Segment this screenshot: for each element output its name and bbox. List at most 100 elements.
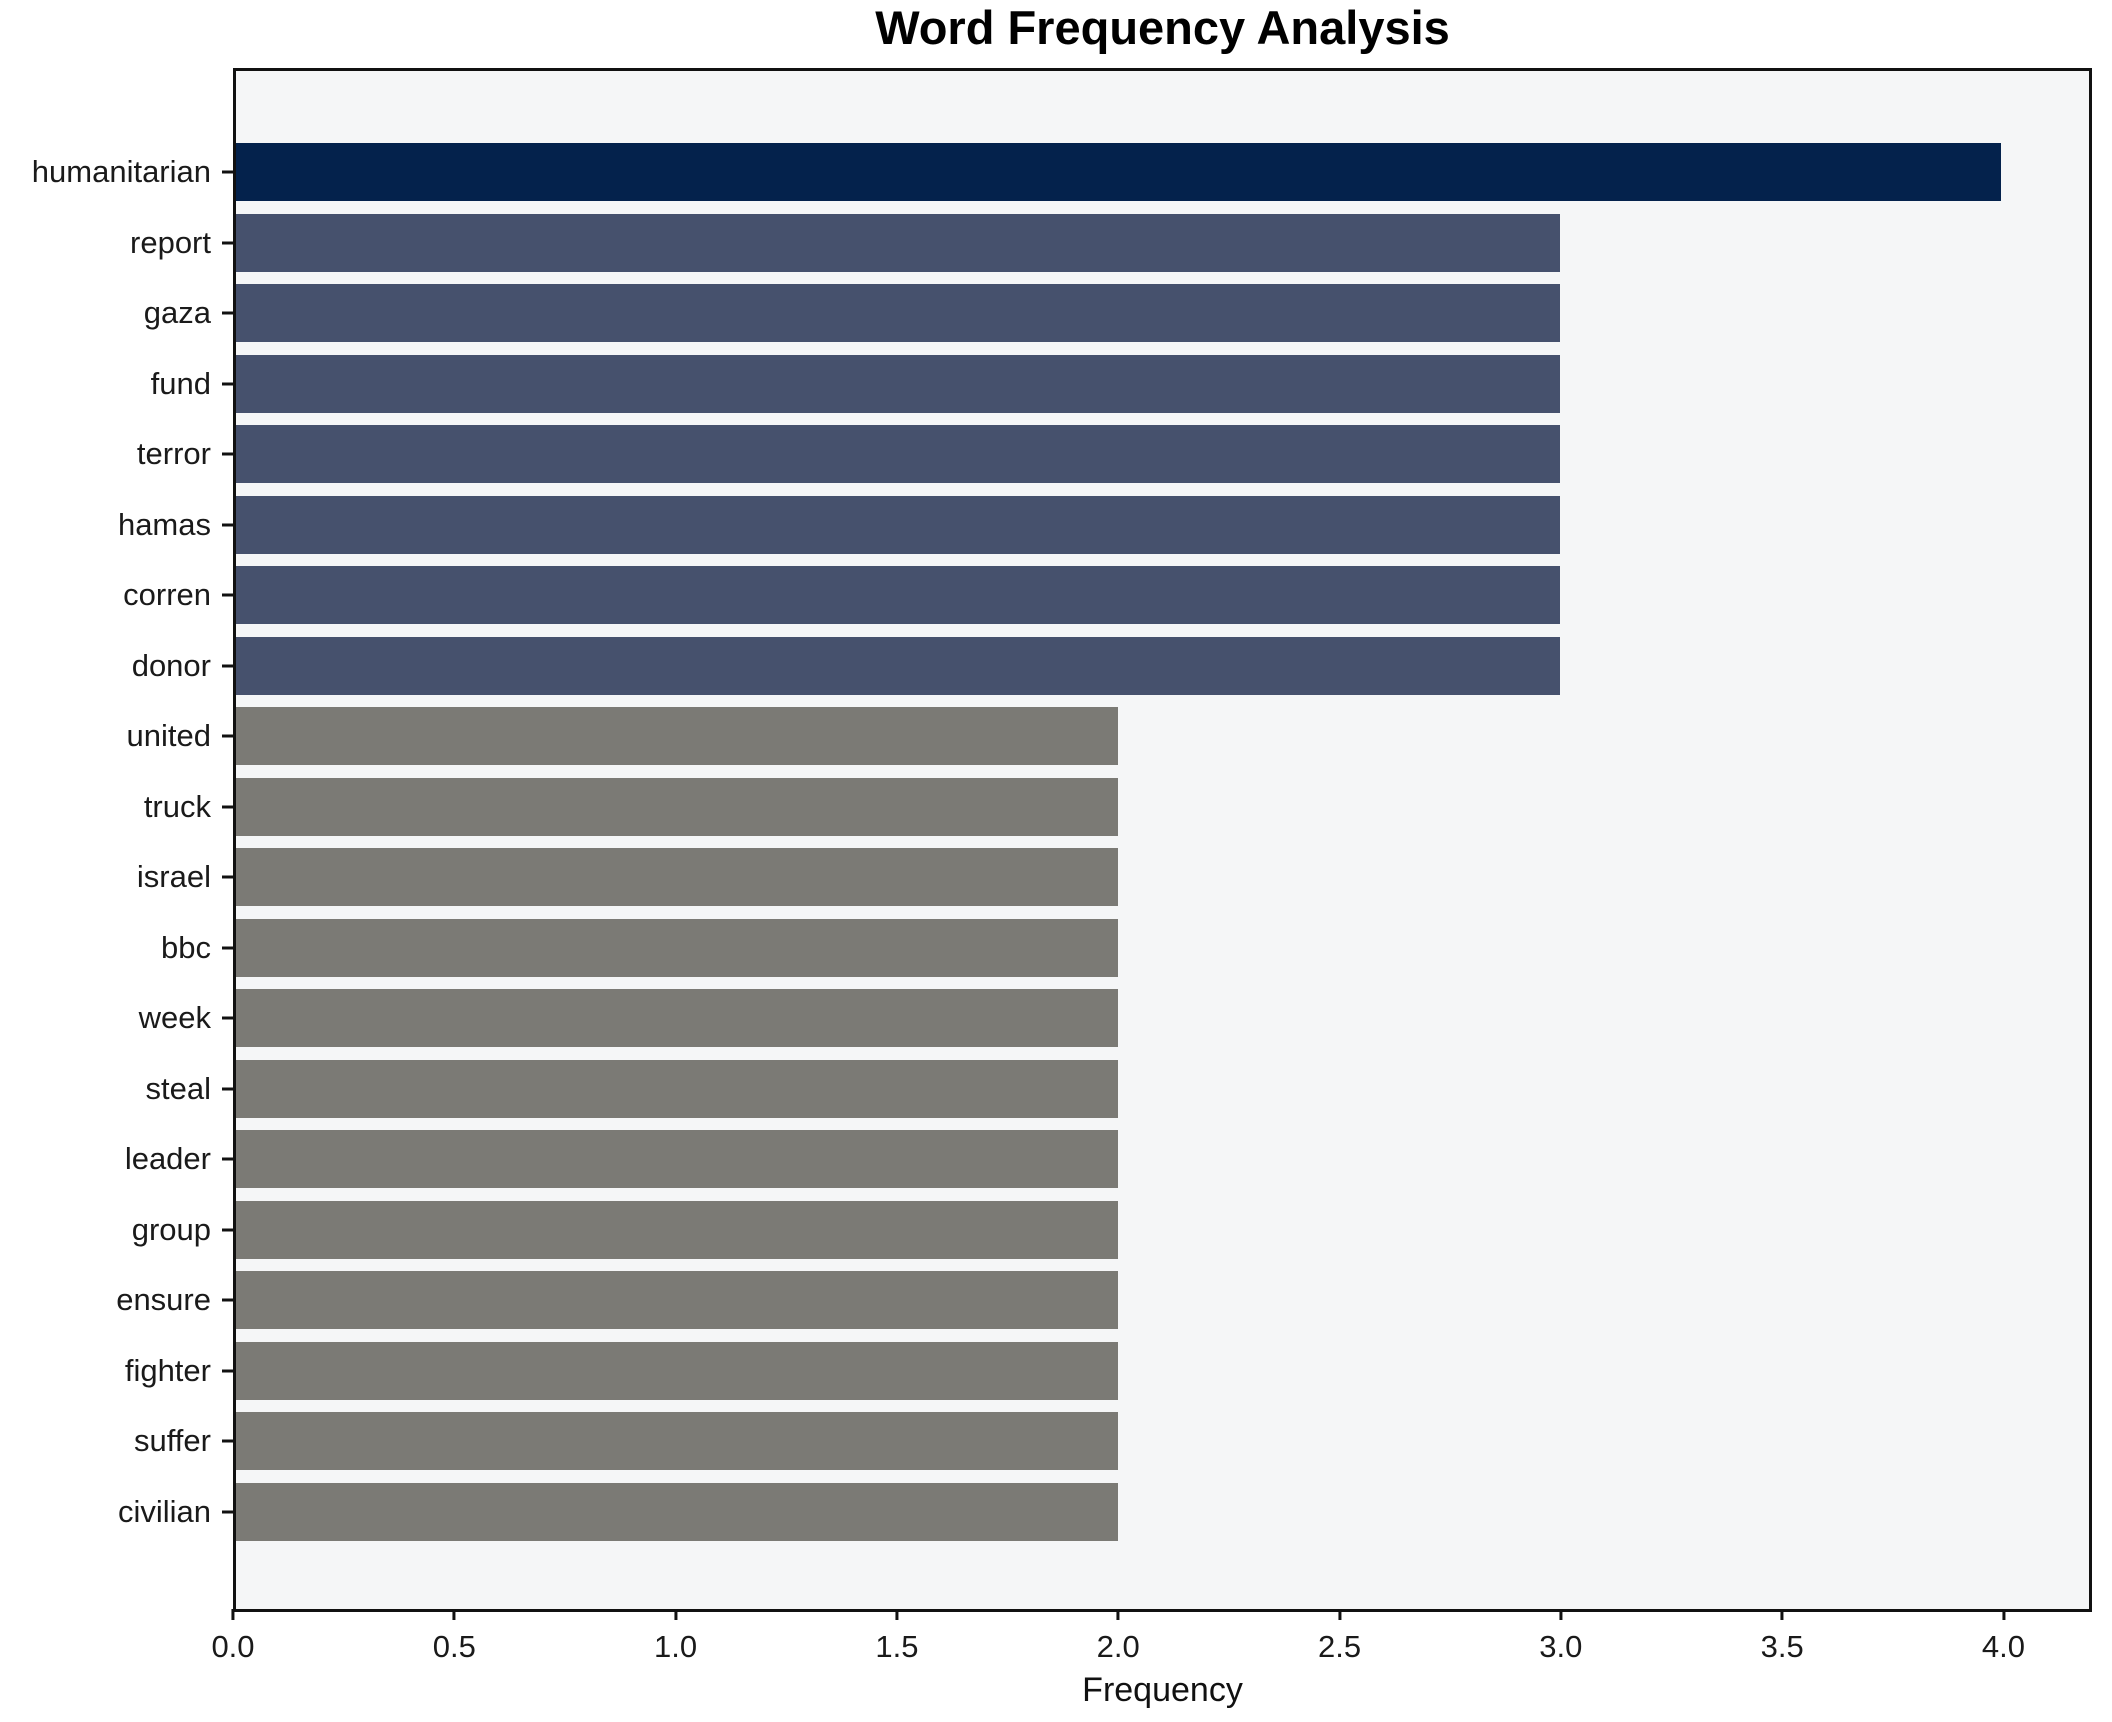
bar: [236, 1341, 1119, 1400]
y-tick-mark: [222, 241, 233, 245]
bar: [236, 1482, 1119, 1541]
y-tick-label: fund: [150, 365, 211, 401]
x-tick-label: 1.0: [654, 1629, 698, 1664]
x-tick-label: 2.5: [1317, 1629, 1362, 1664]
y-tick-mark: [222, 1369, 233, 1373]
y-tick-mark: [222, 523, 233, 527]
bar: [236, 213, 1560, 272]
y-tick-label: group: [131, 1211, 211, 1247]
bars: humanitarian report gaza fund terror hamas cor…: [32, 143, 2089, 1541]
x-tick-label: 3.5: [1760, 1629, 1804, 1664]
y-tick-mark: [222, 1510, 233, 1514]
y-tick-label: suffer: [134, 1423, 211, 1459]
x-axis-label: Frequency: [1082, 1671, 1243, 1709]
y-tick-label: united: [126, 718, 211, 754]
y-tick-mark: [222, 452, 233, 456]
bar-row: steal: [146, 1059, 2089, 1118]
bar-row: united: [127, 707, 2089, 766]
bar: [236, 495, 1560, 554]
y-tick-label: fighter: [124, 1352, 211, 1388]
x-tick-label: 1.5: [875, 1629, 919, 1664]
bar: [236, 848, 1119, 907]
bar-row: donor: [132, 636, 2089, 695]
x-tick-mark: [1338, 1609, 1342, 1620]
y-tick-label: leader: [124, 1141, 211, 1177]
bar: [236, 354, 1560, 413]
x-tick-mark: [1780, 1609, 1784, 1620]
bar-row: week: [139, 989, 2089, 1048]
x-tick-label: 2.0: [1096, 1629, 1140, 1664]
bar: [236, 566, 1560, 625]
x-tick-mark: [231, 1609, 235, 1620]
y-tick-label: gaza: [143, 295, 211, 331]
bar-row: humanitarian: [32, 143, 2089, 201]
x-tick: 4.0: [1982, 1609, 2025, 1665]
y-tick-mark: [222, 1087, 233, 1091]
bar: [236, 1271, 1119, 1330]
bar: [236, 1200, 1119, 1259]
bar-row: report: [130, 213, 2089, 272]
bar-row: corren: [123, 566, 2089, 625]
x-tick-mark: [1116, 1609, 1120, 1620]
bar-row: terror: [137, 425, 2089, 484]
x-tick-mark: [1559, 1609, 1563, 1620]
x-tick: 0.0: [211, 1609, 255, 1665]
x-tick: 2.5: [1318, 1609, 1361, 1665]
y-tick-label: ensure: [116, 1282, 211, 1318]
bar: [236, 636, 1560, 695]
bar-row: fund: [151, 354, 2089, 413]
x-tick-label: 4.0: [1981, 1629, 2026, 1664]
bar-row: truck: [144, 777, 2089, 836]
bar: [236, 1059, 1119, 1118]
y-tick-label: report: [130, 224, 211, 260]
y-tick-label: terror: [136, 436, 211, 472]
y-tick-label: civilian: [117, 1493, 211, 1529]
y-tick-mark: [222, 1439, 233, 1443]
bar: [236, 284, 1560, 343]
x-axis: 0.0 0.5 1.0 1.5 2.0 2.5 3.0 3.5 4.0: [211, 1609, 2092, 1722]
bar: [236, 143, 2001, 201]
x-tick: 1.5: [875, 1609, 918, 1665]
y-tick-mark: [222, 1157, 233, 1161]
x-tick: 1.0: [654, 1609, 697, 1665]
bar: [236, 918, 1119, 977]
y-tick-label: week: [138, 1000, 211, 1036]
y-tick-mark: [222, 593, 233, 597]
bar-row: leader: [125, 1130, 2089, 1189]
x-tick-mark: [2001, 1609, 2005, 1620]
y-tick-mark: [222, 946, 233, 950]
bar-row: fighter: [125, 1341, 2089, 1400]
y-tick-mark: [222, 805, 233, 809]
bar: [236, 989, 1119, 1048]
plot-area: Word Frequency Analysis humanitarian repo…: [32, 1, 2092, 1709]
y-tick-label: humanitarian: [31, 154, 211, 189]
x-tick-mark: [674, 1609, 678, 1620]
bar-row: bbc: [161, 918, 2089, 977]
bar-row: hamas: [118, 495, 2089, 554]
y-tick-label: truck: [143, 788, 211, 824]
x-tick: 2.0: [1097, 1609, 1140, 1665]
y-tick-mark: [222, 664, 233, 668]
bar-row: ensure: [116, 1271, 2089, 1330]
x-tick-label: 0.5: [432, 1629, 476, 1664]
x-tick: 3.5: [1761, 1609, 1804, 1665]
y-tick-label: corren: [123, 577, 211, 613]
x-tick: 3.0: [1539, 1609, 1582, 1665]
y-tick-mark: [222, 170, 233, 174]
y-tick-mark: [222, 1016, 233, 1020]
y-tick-label: hamas: [117, 506, 211, 542]
bar: [236, 425, 1560, 484]
bar-row: israel: [137, 848, 2089, 907]
y-tick-label: israel: [136, 859, 211, 895]
bar-row: suffer: [134, 1412, 2089, 1471]
bar: [236, 777, 1119, 836]
y-tick-mark: [222, 734, 233, 738]
y-tick-mark: [222, 1228, 233, 1232]
bar: [236, 1412, 1119, 1471]
y-tick-mark: [222, 1298, 233, 1302]
y-tick-label: donor: [131, 647, 211, 683]
x-tick-mark: [452, 1609, 456, 1620]
y-tick-label: bbc: [161, 929, 211, 965]
x-tick-mark: [895, 1609, 899, 1620]
